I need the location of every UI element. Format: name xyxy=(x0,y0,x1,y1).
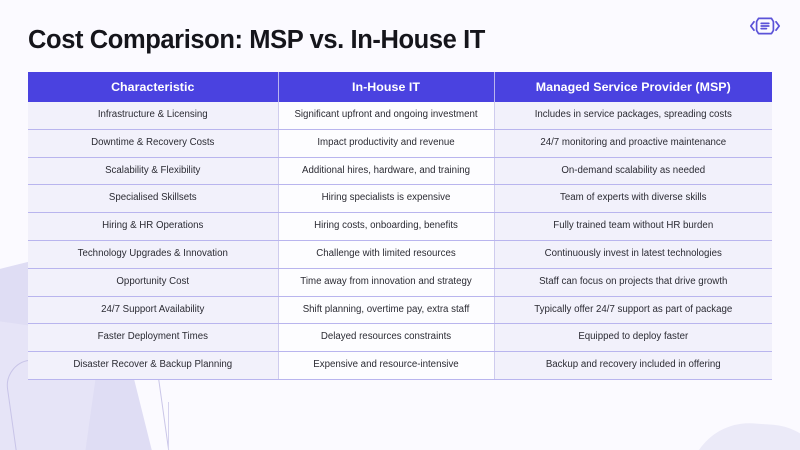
page-title: Cost Comparison: MSP vs. In-House IT xyxy=(28,26,485,54)
cell-characteristic: Technology Upgrades & Innovation xyxy=(28,240,279,269)
table-header-row: Characteristic In-House IT Managed Servi… xyxy=(28,72,772,102)
decorative-hairline xyxy=(168,402,169,450)
table-row: Specialised Skillsets Hiring specialists … xyxy=(28,184,772,214)
cell-in-house-it: Hiring costs, onboarding, benefits xyxy=(278,212,495,241)
table-header: Characteristic In-House IT Managed Servi… xyxy=(28,72,772,102)
cell-in-house-it: Significant upfront and ongoing investme… xyxy=(278,102,495,130)
table-row: Opportunity Cost Time away from innovatio… xyxy=(28,268,772,297)
cell-managed-service-provider: Continuously invest in latest technologi… xyxy=(494,240,772,269)
cell-in-house-it: Additional hires, hardware, and training xyxy=(278,157,495,186)
cell-characteristic: Scalability & Flexibility xyxy=(28,157,279,186)
cell-in-house-it: Challenge with limited resources xyxy=(278,240,495,269)
column-header-managed-service-provider: Managed Service Provider (MSP) xyxy=(494,72,772,102)
cell-characteristic: Hiring & HR Operations xyxy=(28,212,279,241)
cell-characteristic: Faster Deployment Times xyxy=(28,323,279,353)
table-row: Disaster Recover & Backup Planning Expens… xyxy=(28,351,772,380)
column-header-in-house-it: In-House IT xyxy=(278,72,495,102)
cell-managed-service-provider: 24/7 monitoring and proactive maintenanc… xyxy=(494,129,772,158)
table-row: Downtime & Recovery Costs Impact producti… xyxy=(28,129,772,158)
cell-in-house-it: Hiring specialists is expensive xyxy=(278,184,495,214)
cell-managed-service-provider: Team of experts with diverse skills xyxy=(494,184,772,214)
table-row: Faster Deployment Times Delayed resources… xyxy=(28,323,772,353)
cell-managed-service-provider: Staff can focus on projects that drive g… xyxy=(494,268,772,297)
cell-managed-service-provider: Includes in service packages, spreading … xyxy=(494,102,772,130)
cell-characteristic: 24/7 Support Availability xyxy=(28,296,279,325)
cell-managed-service-provider: Typically offer 24/7 support as part of … xyxy=(494,296,772,325)
cell-managed-service-provider: On-demand scalability as needed xyxy=(494,157,772,186)
table-row: Hiring & HR Operations Hiring costs, onbo… xyxy=(28,212,772,241)
cell-in-house-it: Delayed resources constraints xyxy=(278,323,495,353)
decorative-blob-bottom xyxy=(687,419,800,450)
cell-characteristic: Infrastructure & Licensing xyxy=(28,102,279,130)
cost-comparison-table: Characteristic In-House IT Managed Servi… xyxy=(28,72,772,380)
cell-in-house-it: Expensive and resource-intensive xyxy=(278,351,495,380)
cell-managed-service-provider: Backup and recovery included in offering xyxy=(494,351,772,380)
table-row: Scalability & Flexibility Additional hire… xyxy=(28,157,772,186)
table-row: Technology Upgrades & Innovation Challeng… xyxy=(28,240,772,269)
cell-in-house-it: Shift planning, overtime pay, extra staf… xyxy=(278,296,495,325)
bracketed-document-logo-icon xyxy=(748,12,782,40)
table-body: Infrastructure & Licensing Significant up… xyxy=(28,102,772,380)
cell-in-house-it: Impact productivity and revenue xyxy=(278,129,495,158)
cell-characteristic: Opportunity Cost xyxy=(28,268,279,297)
table-row: 24/7 Support Availability Shift planning,… xyxy=(28,296,772,325)
column-header-characteristic: Characteristic xyxy=(28,72,279,102)
cell-characteristic: Downtime & Recovery Costs xyxy=(28,129,279,158)
cell-in-house-it: Time away from innovation and strategy xyxy=(278,268,495,297)
cell-characteristic: Disaster Recover & Backup Planning xyxy=(28,351,279,380)
cell-characteristic: Specialised Skillsets xyxy=(28,184,279,214)
cell-managed-service-provider: Equipped to deploy faster xyxy=(494,323,772,353)
table-row: Infrastructure & Licensing Significant up… xyxy=(28,102,772,130)
cell-managed-service-provider: Fully trained team without HR burden xyxy=(494,212,772,241)
